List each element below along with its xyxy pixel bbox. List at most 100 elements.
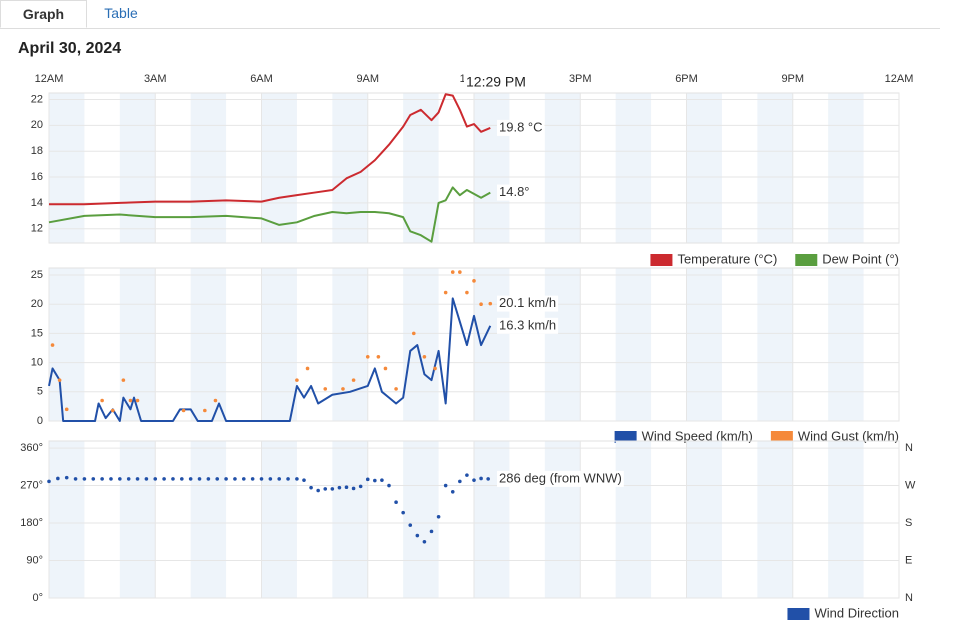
point [118,477,122,481]
hour-band [828,268,864,421]
point [408,523,413,527]
point [429,529,434,534]
point [64,475,69,480]
hour-band [544,93,581,243]
point [472,478,476,482]
hour-band [544,268,581,421]
point [479,302,483,307]
hour-band [757,93,793,243]
point [302,478,306,482]
hour-band [403,93,439,243]
point [295,378,299,382]
point [376,354,381,359]
hour-band [757,268,793,421]
last-value-label: 19.8 °C [499,119,543,134]
hour-band [686,441,722,598]
x-tick-label: 6AM [250,73,273,85]
x-tick-label: 12AM [885,73,914,85]
point [50,343,55,347]
hour-band [261,268,297,421]
y2-tick-label: N [905,592,913,604]
point [323,387,328,391]
point [401,510,405,515]
point [110,408,115,413]
point [458,479,462,484]
hour-band [190,441,227,598]
point [215,477,220,481]
point [295,477,299,481]
y-tick-label: 18 [31,145,43,157]
y-tick-label: 0 [37,415,43,427]
point [91,477,96,481]
y-tick-label: 14 [31,197,43,209]
hour-band [49,93,85,243]
hour-band [403,268,439,421]
point [203,408,207,413]
point [443,290,448,295]
y-tick-label: 360° [20,442,43,454]
label-bg [497,184,532,201]
last-value-label: 286 deg (from WNW) [499,470,622,485]
y2-tick-label: E [905,554,912,566]
hour-band [119,441,156,598]
y-tick-label: 180° [20,517,43,529]
point [73,477,78,481]
point [277,477,282,481]
legend-label: Temperature (°C) [677,251,777,266]
series-line [48,297,492,422]
y2-tick-label: W [905,479,916,491]
y-tick-label: 16 [31,171,43,183]
point [197,477,202,481]
label-bg [497,295,559,312]
legend-label: Wind Speed (km/h) [642,428,753,443]
y-tick-label: 15 [31,327,43,339]
last-value-label: 16.3 km/h [499,317,556,332]
y-tick-label: 20 [31,298,43,310]
point [488,301,493,306]
label-bg [497,119,545,136]
point [472,279,476,283]
x-tick-label: 6PM [675,73,698,85]
point [100,398,104,403]
point [450,490,455,494]
point [337,485,342,490]
hour-band [615,441,652,598]
point [422,354,427,359]
hour-band [332,441,368,598]
hour-band [828,441,864,598]
hour-band [332,93,368,243]
hour-band [49,441,85,598]
y-tick-label: 5 [37,386,43,398]
hour-band [190,93,227,243]
legend-swatch [770,431,793,443]
last-value-label: 20.1 km/h [499,295,556,310]
point [383,366,388,371]
hour-band [261,93,297,243]
point [422,539,427,544]
series-line [49,93,491,206]
hour-band [757,441,793,598]
y-tick-label: 90° [26,554,43,566]
point [259,477,264,481]
point [316,488,320,493]
point [121,378,126,382]
hour-band [261,441,297,598]
hour-band [686,268,722,421]
hour-band [615,93,652,243]
tab[interactable]: Table [104,5,138,21]
point [358,484,363,489]
x-tick-label: 3AM [144,73,167,85]
point [224,477,228,481]
hour-band [615,268,652,421]
y2-tick-label: S [905,517,912,529]
x-tick-label: 9PM [781,73,804,85]
tab[interactable]: Graph [0,0,87,28]
point [365,477,370,482]
point [486,477,490,481]
point [387,483,391,488]
point [109,477,113,481]
legend-swatch [650,254,673,266]
point [188,477,193,481]
point [394,387,398,391]
